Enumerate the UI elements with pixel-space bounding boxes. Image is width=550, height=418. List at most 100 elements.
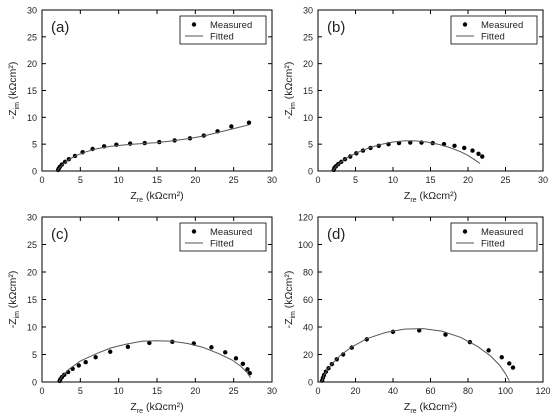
measured-point (62, 372, 67, 378)
measured-point (452, 143, 457, 148)
legend-box (450, 222, 538, 252)
y-tick-label: 0 (308, 378, 313, 388)
measured-point (499, 355, 504, 360)
measured-point (125, 344, 131, 349)
y-tick-label: 30 (27, 213, 37, 223)
measured-point (223, 350, 228, 355)
measured-point (62, 159, 68, 165)
measured-point (417, 328, 422, 333)
y-tick-label: 20 (303, 59, 313, 69)
y-tick-label: 60 (303, 295, 313, 305)
y-axis-label-unit: (kΩcm²) (7, 271, 19, 312)
x-tick-label: 30 (267, 175, 277, 185)
x-tick-label: 100 (498, 386, 513, 396)
legend-box (179, 15, 267, 45)
y-axis-label-sub: im (14, 311, 21, 319)
x-tick-label: 20 (190, 386, 200, 396)
panel-label: (b) (327, 19, 345, 36)
y-tick-label: 25 (27, 32, 37, 42)
measured-point (486, 348, 491, 353)
x-axis-label-sub: re (137, 408, 143, 415)
y-tick-label: 25 (303, 32, 313, 42)
y-tick-label: 120 (298, 213, 313, 223)
x-tick-label: 0 (39, 386, 44, 396)
x-tick-label: 10 (114, 175, 124, 185)
y-tick-label: 5 (308, 140, 313, 150)
measured-point (470, 148, 475, 153)
legend-label: Fitted (481, 239, 505, 250)
y-tick-label: 15 (303, 86, 313, 96)
measured-point (76, 363, 82, 368)
y-axis-label-main: -Z (283, 109, 295, 119)
measured-point (108, 349, 113, 354)
y-tick-label: 30 (303, 6, 313, 16)
y-tick-label: 0 (32, 167, 37, 177)
measured-point (507, 361, 512, 366)
x-tick-label: 20 (190, 175, 200, 185)
x-tick-label: 30 (538, 175, 548, 185)
legend-box (450, 15, 538, 45)
y-axis-label: -Zim (kΩcm²) (283, 62, 297, 120)
x-tick-label: 120 (535, 386, 550, 396)
x-tick-label: 25 (229, 175, 239, 185)
x-tick-label: 10 (388, 175, 398, 185)
x-tick-label: 5 (78, 175, 83, 185)
x-axis-label-unit: (kΩcm²) (417, 190, 458, 202)
x-axis-label: Zre (kΩcm²) (404, 401, 457, 415)
y-axis-label-unit: (kΩcm²) (283, 62, 295, 103)
x-axis-label-unit: (kΩcm²) (417, 401, 458, 413)
x-tick-label: 5 (353, 175, 358, 185)
x-tick-label: 30 (267, 386, 277, 396)
measured-point (480, 154, 485, 159)
measured-point (209, 345, 214, 350)
measured-point (462, 145, 467, 151)
x-tick-label: 15 (425, 175, 435, 185)
measured-point (340, 352, 346, 357)
x-tick-label: 80 (463, 386, 473, 396)
legend-marker-measured (191, 22, 197, 27)
x-tick-label: 15 (152, 175, 162, 185)
measured-point (443, 332, 448, 337)
legend-label: Fitted (210, 32, 234, 43)
x-axis-label-main: Z (404, 190, 411, 202)
legend-marker-measured (462, 22, 468, 27)
legend-label: Measured (481, 20, 523, 31)
x-tick-label: 0 (39, 175, 44, 185)
y-tick-label: 10 (27, 323, 37, 333)
x-tick-label: 5 (78, 386, 83, 396)
y-tick-label: 5 (32, 140, 37, 150)
measured-point (408, 140, 413, 145)
measured-point (510, 365, 516, 370)
x-tick-label: 20 (350, 386, 360, 396)
x-tick-label: 0 (315, 175, 320, 185)
measured-point (147, 340, 152, 346)
panel-label: (a) (51, 19, 69, 36)
y-axis-label: -Zim (kΩcm²) (7, 62, 21, 120)
y-tick-label: 10 (27, 113, 37, 123)
measured-point (127, 141, 133, 146)
measured-point (240, 361, 246, 367)
x-axis-label-main: Z (404, 401, 411, 413)
x-axis-label-sub: re (137, 197, 143, 204)
legend-label: Measured (210, 227, 252, 238)
y-tick-label: 20 (303, 350, 313, 360)
measured-point (476, 151, 481, 157)
x-tick-label: 25 (500, 175, 510, 185)
fitted-curve (56, 124, 250, 172)
measured-point (233, 356, 239, 361)
x-axis-label: Zre (kΩcm²) (130, 190, 183, 204)
measured-point (59, 162, 65, 167)
legend-label: Fitted (481, 32, 505, 43)
y-tick-label: 5 (32, 350, 37, 360)
y-axis-label: -Zim (kΩcm²) (283, 271, 297, 329)
measured-point (246, 120, 252, 125)
fitted-curve (332, 140, 481, 172)
x-axis-label-sub: re (410, 197, 416, 204)
chart-panel: 0 20 40 60 80 100 120 0 20 40 60 80 100 120 Zre (kΩcm²… (283, 213, 550, 416)
legend-box (179, 222, 267, 252)
panel-label: (d) (327, 226, 345, 243)
y-axis-label-sub: im (290, 102, 297, 110)
